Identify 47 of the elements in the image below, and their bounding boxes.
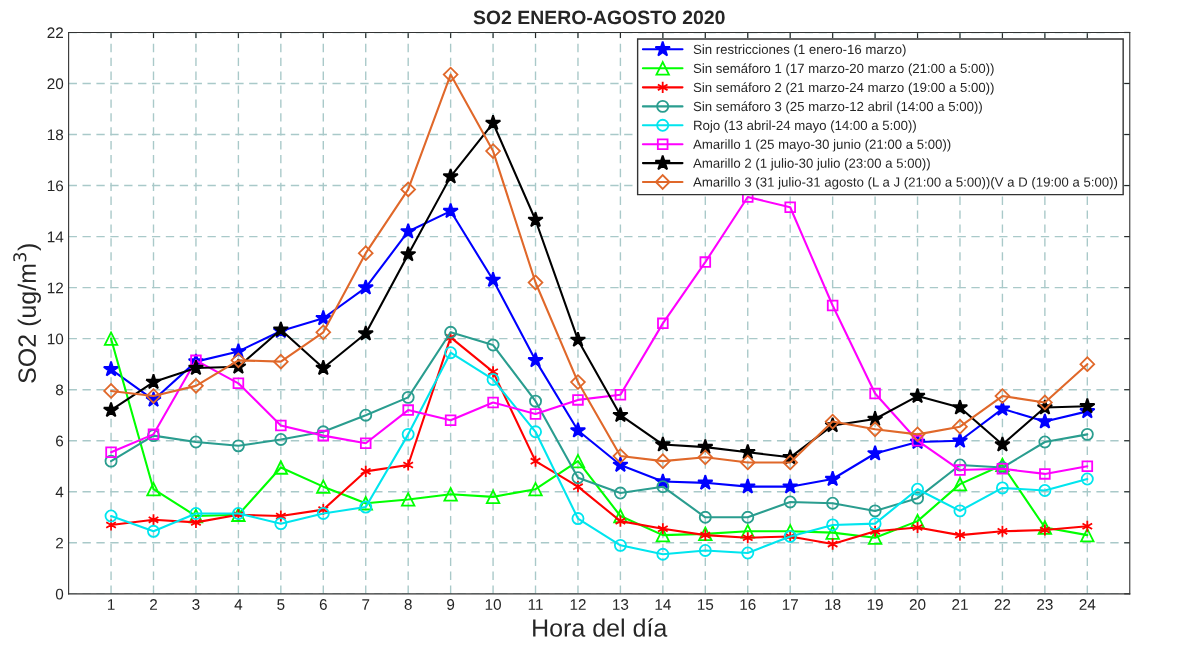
x-tick-label: 24 <box>1079 599 1096 610</box>
x-tick-label: 7 <box>362 599 370 610</box>
x-tick-label: 4 <box>234 599 243 610</box>
x-tick-label: 21 <box>952 599 968 610</box>
y-tick-label: 6 <box>56 435 64 447</box>
x-tick-label: 12 <box>570 599 586 610</box>
x-tick-label: 13 <box>613 599 629 610</box>
x-tick-label: 19 <box>867 599 883 610</box>
x-tick-label: 6 <box>319 599 327 610</box>
legend-label: Amarillo 3 (31 julio-31 agosto (L a J (21:00 a 5:00))(V a D (19:00 a 5:00)) <box>693 177 1118 190</box>
y-tick-label: 20 <box>47 78 64 90</box>
x-tick-label: 11 <box>528 599 543 610</box>
chart-title: SO2 ENERO-AGOSTO 2020 <box>473 10 725 25</box>
x-tick-label: 10 <box>485 599 501 610</box>
x-tick-label: 16 <box>740 599 756 610</box>
y-tick-label: 10 <box>47 333 64 345</box>
legend-label: Sin semáforo 3 (25 marzo-12 abril (14:00 a 5:00)) <box>693 101 982 114</box>
y-tick-label: 4 <box>55 486 64 498</box>
y-tick-label: 2 <box>56 537 63 549</box>
x-tick-label: 20 <box>909 599 926 610</box>
y-tick-label: 14 <box>47 231 64 243</box>
x-tick-label: 9 <box>447 599 455 610</box>
x-tick-label: 18 <box>825 599 841 610</box>
x-tick-label: 3 <box>192 599 200 610</box>
x-tick-label: 22 <box>994 599 1011 610</box>
y-tick-label: 12 <box>47 282 63 294</box>
y-tick-label: 22 <box>47 27 63 38</box>
legend-label: Sin semáforo 2 (21 marzo-24 marzo (19:00 a 5:00)) <box>693 82 994 95</box>
legend-label: Amarillo 1 (25 mayo-30 junio (21:00 a 5:00)) <box>693 139 951 152</box>
x-tick-label: 2 <box>150 599 157 610</box>
y-tick-label: 8 <box>55 384 64 396</box>
x-tick-label: 8 <box>404 599 412 610</box>
legend-label: Amarillo 2 (1 julio-30 julio (23:00 a 5:00)) <box>693 158 930 171</box>
x-axis-title: Hora del día <box>533 618 668 637</box>
y-axis-title: SO2 (ug/m$^{3}$) <box>13 244 41 383</box>
x-tick-label: 15 <box>697 599 714 610</box>
x-tick-label: 14 <box>655 599 671 610</box>
legend-label: Sin restricciones (1 enero-16 marzo) <box>693 44 906 57</box>
y-tick-label: 0 <box>55 588 64 600</box>
x-tick-label: 5 <box>277 599 285 610</box>
legend-label: Rojo (13 abril-24 mayo (14:00 a 5:00)) <box>694 120 916 133</box>
y-tick-label: 16 <box>47 180 64 192</box>
y-tick-label: 18 <box>47 129 64 141</box>
x-tick-label: 17 <box>782 599 798 610</box>
legend-label: Sin semáforo 1 (17 marzo-20 marzo (21:00 a 5:00)) <box>693 63 994 76</box>
x-tick-label: 23 <box>1037 599 1053 610</box>
x-tick-label: 1 <box>107 599 115 610</box>
